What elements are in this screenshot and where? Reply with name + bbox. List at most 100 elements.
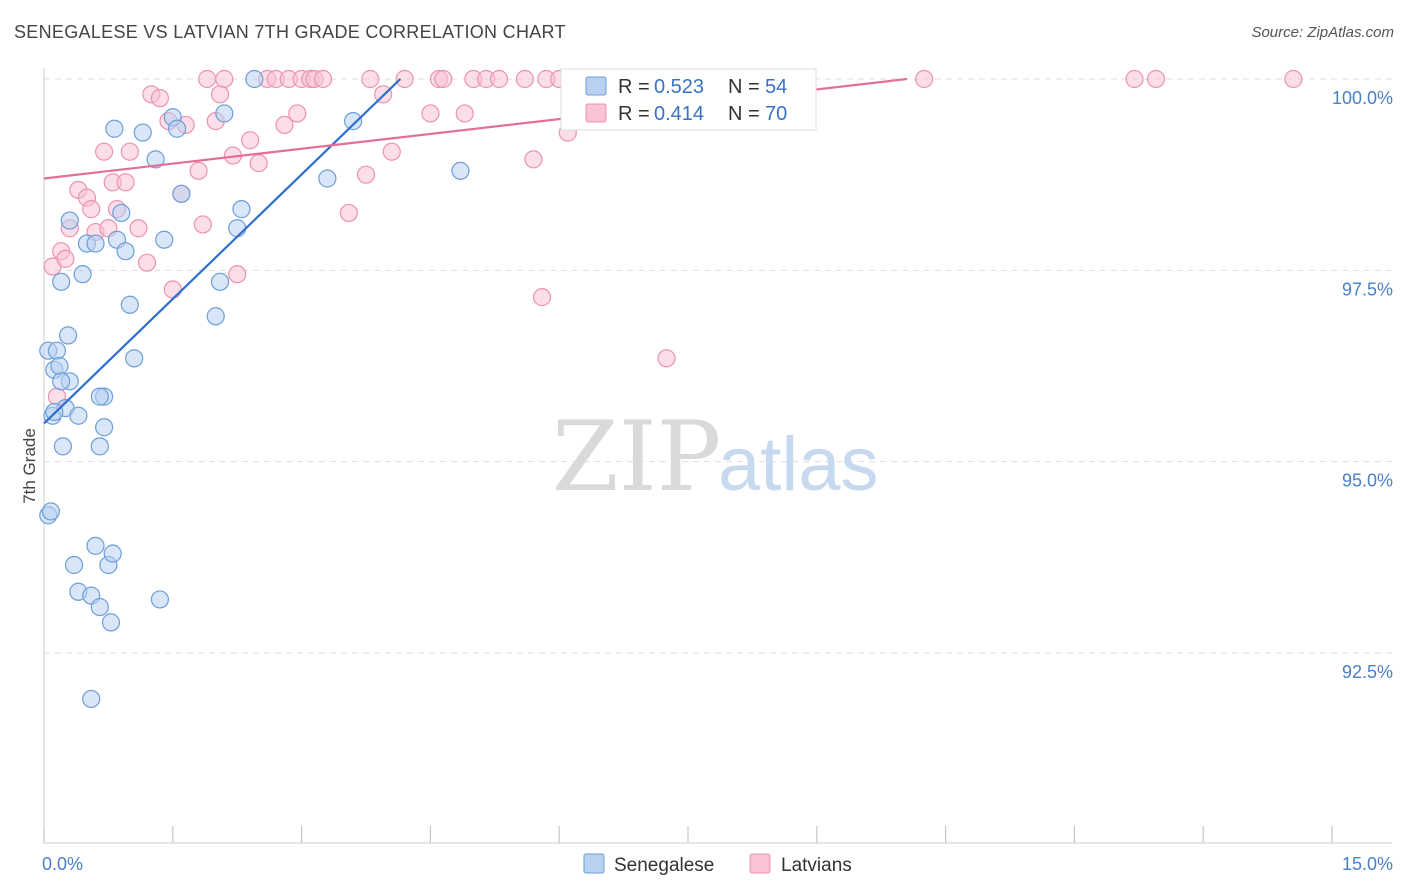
point-latvians-42 bbox=[339, 203, 358, 223]
x-tick-label-min: 0.0% bbox=[42, 854, 83, 874]
y-axis-label: 7th Grade bbox=[20, 428, 39, 504]
point-latvians-37 bbox=[288, 104, 307, 123]
point-senegalese-13 bbox=[64, 555, 84, 575]
legend-r-label-senegalese: R = bbox=[618, 76, 650, 98]
point-senegalese-2 bbox=[41, 502, 60, 521]
point-senegalese-35 bbox=[133, 123, 152, 142]
point-senegalese-45 bbox=[228, 219, 247, 238]
point-latvians-24 bbox=[193, 215, 212, 234]
point-latvians-23 bbox=[189, 161, 208, 180]
legend-r-label-latvians: R = bbox=[618, 103, 650, 125]
point-latvians-31 bbox=[240, 131, 260, 150]
point-latvians-63 bbox=[657, 349, 676, 368]
point-senegalese-25 bbox=[95, 418, 114, 437]
point-latvians-15 bbox=[129, 219, 148, 238]
point-latvians-68 bbox=[1284, 69, 1303, 89]
point-senegalese-8 bbox=[53, 437, 72, 456]
point-senegalese-41 bbox=[172, 184, 191, 203]
point-senegalese-40 bbox=[167, 119, 187, 138]
point-latvians-67 bbox=[1146, 69, 1166, 89]
stats-legend: R = 0.523 N = 54 R = 0.414 N = 70 bbox=[560, 68, 817, 131]
point-latvians-30 bbox=[228, 265, 247, 284]
series-legend: Senegalese Latvians bbox=[583, 853, 852, 876]
point-senegalese-21 bbox=[86, 536, 105, 555]
point-senegalese-34 bbox=[125, 349, 144, 368]
point-latvians-65 bbox=[915, 69, 934, 89]
point-senegalese-23 bbox=[90, 597, 109, 617]
point-latvians-25 bbox=[198, 69, 217, 89]
point-latvians-35 bbox=[275, 115, 294, 135]
point-senegalese-38 bbox=[155, 230, 174, 249]
legend-n-label-senegalese: N = bbox=[728, 76, 760, 98]
point-senegalese-10 bbox=[58, 326, 78, 345]
point-senegalese-6 bbox=[50, 356, 69, 376]
point-latvians-13 bbox=[116, 173, 135, 192]
point-latvians-43 bbox=[356, 165, 376, 184]
point-senegalese-47 bbox=[245, 69, 264, 89]
watermark-atlas: atlas bbox=[718, 422, 879, 507]
point-senegalese-7 bbox=[52, 272, 71, 291]
x-tick-label-max: 15.0% bbox=[1342, 854, 1393, 874]
point-senegalese-37 bbox=[150, 590, 170, 609]
legend-n-label-latvians: N = bbox=[728, 103, 760, 125]
watermark: ZIP atlas bbox=[552, 401, 879, 513]
point-senegalese-36 bbox=[146, 150, 165, 169]
series-legend-senegalese: Senegalese bbox=[614, 855, 714, 876]
point-latvians-50 bbox=[434, 69, 453, 89]
point-latvians-44 bbox=[361, 69, 380, 89]
point-latvians-56 bbox=[524, 150, 543, 169]
point-senegalese-31 bbox=[112, 203, 131, 223]
y-tick-label-2: 95.0% bbox=[1342, 471, 1393, 491]
point-senegalese-50 bbox=[451, 161, 470, 180]
y-tick-label-0: 100.0% bbox=[1332, 88, 1393, 108]
point-latvians-32 bbox=[249, 154, 268, 173]
point-latvians-9 bbox=[95, 142, 114, 161]
point-latvians-7 bbox=[82, 200, 101, 219]
point-latvians-51 bbox=[455, 104, 474, 123]
point-latvians-46 bbox=[382, 142, 401, 161]
watermark-zip: ZIP bbox=[552, 401, 721, 513]
point-latvians-27 bbox=[210, 85, 230, 104]
point-senegalese-49 bbox=[344, 111, 363, 131]
point-latvians-3 bbox=[56, 249, 75, 268]
axes bbox=[43, 68, 1392, 844]
point-latvians-41 bbox=[313, 69, 333, 89]
point-latvians-57 bbox=[532, 288, 552, 307]
point-latvians-54 bbox=[489, 69, 509, 89]
point-senegalese-27 bbox=[101, 613, 121, 632]
data-points bbox=[39, 69, 1303, 709]
point-latvians-18 bbox=[150, 89, 170, 108]
legend-swatch-latvians bbox=[585, 103, 607, 123]
legend-r-value-senegalese: 0.523 bbox=[654, 76, 704, 98]
y-tick-label-3: 92.5% bbox=[1342, 662, 1393, 682]
chart-title: SENEGALESE VS LATVIAN 7TH GRADE CORRELAT… bbox=[14, 22, 566, 42]
point-senegalese-16 bbox=[73, 265, 92, 284]
point-senegalese-20 bbox=[86, 234, 105, 253]
series-legend-latvians: Latvians bbox=[781, 855, 852, 876]
series-legend-swatch-latvians bbox=[749, 853, 771, 874]
point-senegalese-46 bbox=[232, 200, 251, 219]
point-senegalese-32 bbox=[116, 242, 135, 261]
point-senegalese-28 bbox=[103, 544, 122, 563]
point-latvians-16 bbox=[137, 253, 157, 272]
point-senegalese-19 bbox=[82, 689, 101, 709]
series-latvians bbox=[43, 69, 1303, 406]
point-latvians-55 bbox=[515, 69, 534, 89]
legend-n-value-senegalese: 54 bbox=[765, 76, 787, 98]
point-senegalese-33 bbox=[120, 295, 139, 314]
point-senegalese-14 bbox=[69, 406, 88, 425]
point-senegalese-42 bbox=[206, 307, 225, 326]
point-senegalese-53 bbox=[90, 387, 109, 406]
point-senegalese-52 bbox=[52, 372, 71, 391]
point-latvians-20 bbox=[163, 280, 182, 299]
trend-line-senegalese bbox=[43, 78, 402, 425]
series-legend-swatch-senegalese bbox=[583, 853, 605, 874]
point-latvians-48 bbox=[421, 104, 440, 123]
y-tick-label-1: 97.5% bbox=[1342, 279, 1393, 299]
point-latvians-14 bbox=[120, 142, 139, 161]
legend-r-value-latvians: 0.414 bbox=[654, 103, 704, 125]
point-senegalese-43 bbox=[210, 272, 230, 291]
gridlines bbox=[44, 78, 1392, 654]
point-senegalese-29 bbox=[105, 119, 124, 138]
